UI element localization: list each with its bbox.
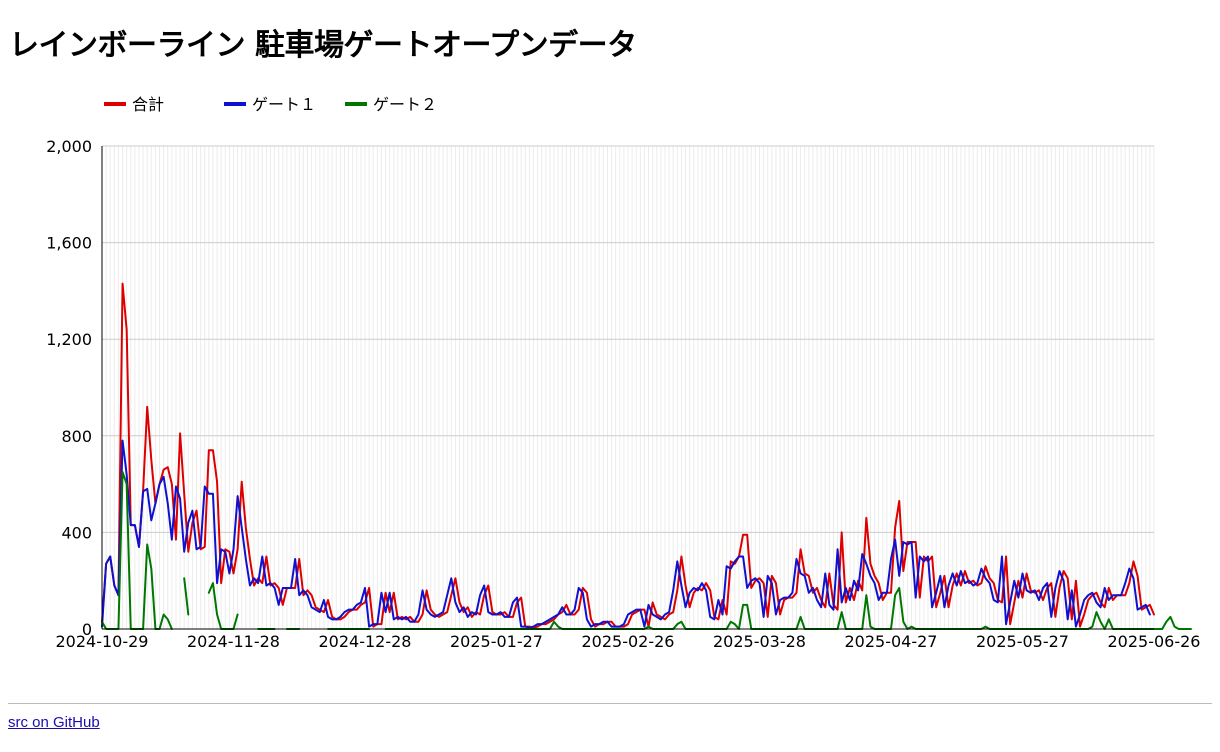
y-tick-label: 400 bbox=[61, 523, 92, 542]
x-tick-label: 2024-12-28 bbox=[319, 632, 412, 651]
x-tick-label: 2024-10-29 bbox=[56, 632, 149, 651]
x-tick-label: 2025-04-27 bbox=[845, 632, 938, 651]
axes: 0 400 800 1,200 1,600 2,000 2024-10-29 2024-11-… bbox=[46, 137, 1200, 651]
x-tick-label: 2025-03-28 bbox=[713, 632, 806, 651]
x-tick-label: 2025-05-27 bbox=[976, 632, 1069, 651]
x-tick-label: 2024-11-28 bbox=[187, 632, 280, 651]
page-title: レインボーライン 駐車場ゲートオープンデータ bbox=[9, 28, 637, 63]
minor-gridlines bbox=[101, 146, 1155, 629]
footer-divider bbox=[8, 703, 1212, 704]
legend-label[interactable]: ゲート１ bbox=[252, 95, 316, 114]
series-line-2 bbox=[101, 439, 1151, 629]
series-line-1 bbox=[101, 282, 1155, 629]
y-tick-label: 800 bbox=[61, 427, 92, 446]
series-line-3 bbox=[101, 471, 1192, 630]
legend[interactable]: 合計 ゲート１ ゲート２ bbox=[104, 95, 437, 114]
y-tick-label: 1,200 bbox=[46, 330, 92, 349]
y-tick-label: 0 bbox=[82, 620, 92, 639]
x-tick-label: 2025-06-26 bbox=[1108, 632, 1201, 651]
x-tick-label: 2025-01-27 bbox=[450, 632, 543, 651]
y-tick-label: 2,000 bbox=[46, 137, 92, 156]
x-tick-label: 2025-02-26 bbox=[582, 632, 675, 651]
github-source-link[interactable]: src on GitHub bbox=[8, 714, 100, 731]
line-chart: 0 400 800 1,200 1,600 2,000 2024-10-29 2024-11-… bbox=[46, 95, 1200, 651]
legend-label[interactable]: ゲート２ bbox=[373, 95, 437, 114]
legend-label[interactable]: 合計 bbox=[132, 95, 164, 114]
day-gridlines bbox=[101, 146, 1155, 629]
series-lines bbox=[101, 282, 1192, 630]
y-tick-label: 1,600 bbox=[46, 234, 92, 253]
